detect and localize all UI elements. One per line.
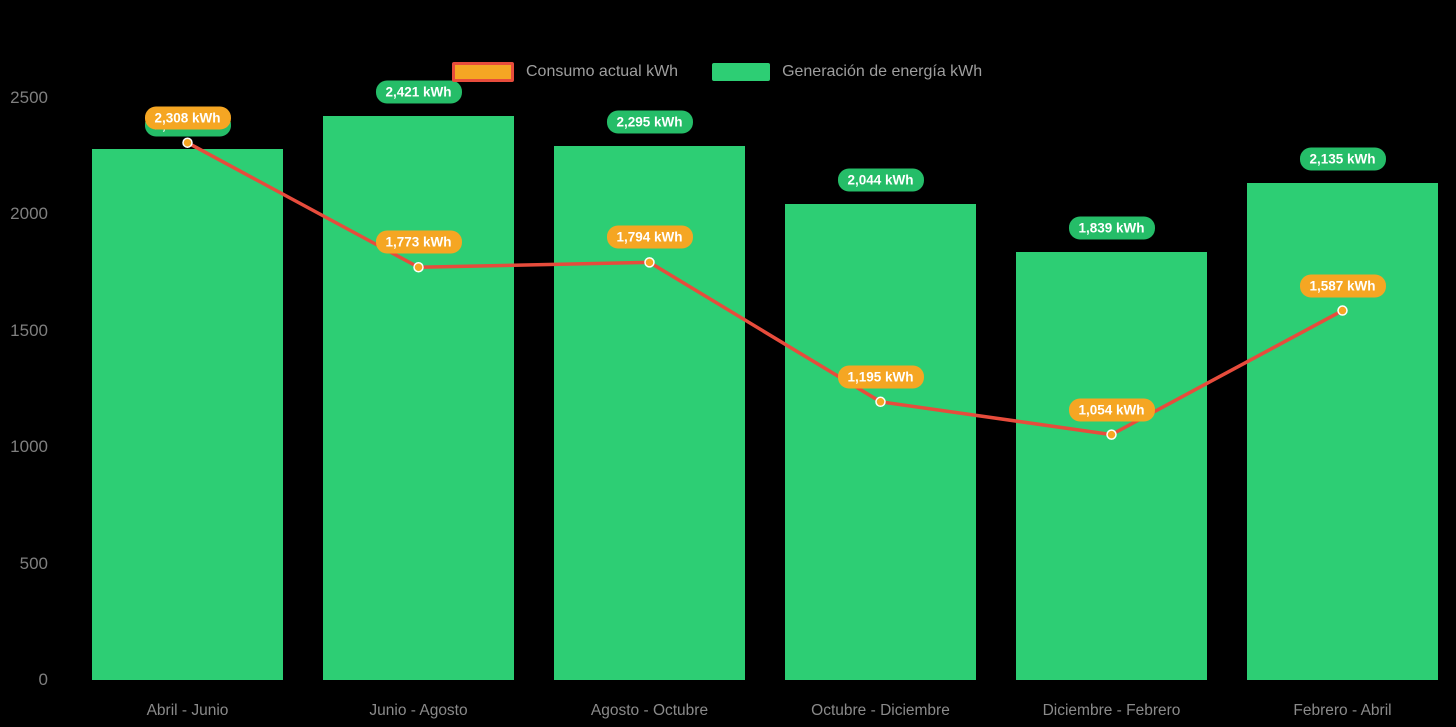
generation-bar[interactable] <box>785 204 976 680</box>
consumo-swatch-icon <box>452 62 514 82</box>
y-axis-tick-label: 1500 <box>10 320 48 340</box>
consumption-value-label: 1,195 kWh <box>837 365 924 389</box>
y-axis-tick-label: 2500 <box>10 88 48 107</box>
x-axis-category-label: Octubre - Diciembre <box>811 702 950 719</box>
generation-bar[interactable] <box>1016 251 1207 680</box>
x-axis-category-label: Febrero - Abril <box>1293 702 1392 719</box>
generation-bar[interactable] <box>1247 182 1438 680</box>
legend-label-generacion: Generación de energía kWh <box>782 63 983 80</box>
generation-bar[interactable] <box>323 116 514 680</box>
y-axis-tick-label: 500 <box>19 553 48 573</box>
generation-value-label: 2,421 kWh <box>375 80 462 104</box>
generation-value-label: 2,135 kWh <box>1299 147 1386 171</box>
generacion-swatch-icon <box>712 63 771 81</box>
consumption-value-label: 1,587 kWh <box>1299 274 1386 298</box>
legend: Consumo actual kWh Generación de energía… <box>452 62 982 82</box>
consumption-point[interactable] <box>182 137 193 148</box>
y-axis-tick-label: 2000 <box>10 204 48 224</box>
x-axis-category-label: Abril - Junio <box>146 702 229 719</box>
x-axis-category-label: Junio - Agosto <box>369 702 468 719</box>
x-axis-category-label: Agosto - Octubre <box>590 702 709 719</box>
generation-value-label: 2,044 kWh <box>837 168 924 192</box>
legend-label-consumo: Consumo actual kWh <box>526 63 679 80</box>
x-axis-category-label: Diciembre - Febrero <box>1042 702 1181 719</box>
legend-item-generacion[interactable]: Generación de energía kWh <box>712 63 982 81</box>
generation-bar[interactable] <box>92 149 283 680</box>
legend-item-consumo[interactable]: Consumo actual kWh <box>452 62 678 82</box>
consumption-value-label: 1,794 kWh <box>606 225 693 249</box>
generation-value-label: 1,839 kWh <box>1068 216 1155 240</box>
y-axis-tick-label: 1000 <box>10 437 48 457</box>
generation-value-label: 2,295 kWh <box>606 110 693 134</box>
consumption-value-label: 2,308 kWh <box>144 106 231 130</box>
consumption-value-label: 1,773 kWh <box>375 230 462 254</box>
consumption-value-label: 1,054 kWh <box>1068 398 1155 422</box>
y-axis-tick-label: 0 <box>38 670 48 689</box>
